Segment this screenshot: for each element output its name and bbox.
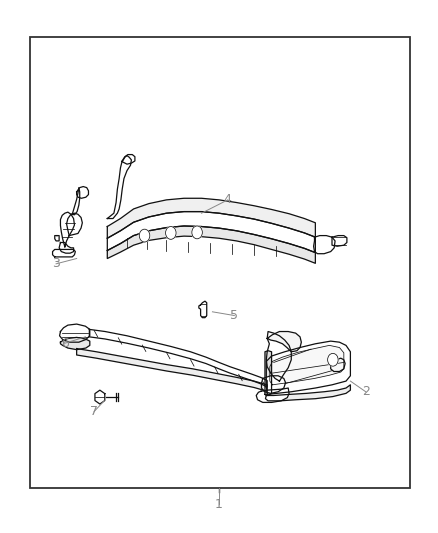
Bar [30,37,410,488]
Polygon shape [256,388,289,402]
Circle shape [166,227,176,239]
Polygon shape [77,349,267,391]
Polygon shape [265,385,350,401]
Polygon shape [107,156,131,219]
Polygon shape [266,341,350,394]
Text: 4: 4 [224,193,232,206]
Text: 5: 5 [230,309,238,322]
Polygon shape [60,324,90,342]
Polygon shape [270,345,344,385]
Polygon shape [60,337,90,350]
Polygon shape [331,358,345,372]
Polygon shape [107,212,315,253]
Polygon shape [107,226,315,263]
Polygon shape [265,351,272,395]
Polygon shape [53,249,75,257]
Circle shape [139,229,150,242]
Polygon shape [55,236,59,241]
Polygon shape [95,390,105,404]
Text: 7: 7 [90,405,98,418]
Polygon shape [77,187,88,198]
Polygon shape [267,332,301,352]
Text: 1: 1 [215,498,223,511]
Polygon shape [199,301,207,318]
Polygon shape [59,243,74,253]
Polygon shape [107,198,315,238]
Polygon shape [332,236,347,246]
Polygon shape [67,213,82,236]
Circle shape [192,226,202,239]
Polygon shape [314,236,335,254]
Polygon shape [261,376,286,393]
Text: 3: 3 [52,257,60,270]
Text: 6: 6 [61,337,69,350]
Polygon shape [122,155,135,164]
Polygon shape [72,188,80,215]
Polygon shape [266,332,291,381]
Polygon shape [89,329,267,387]
Text: 2: 2 [362,385,370,398]
Circle shape [328,353,338,366]
Polygon shape [60,212,74,247]
